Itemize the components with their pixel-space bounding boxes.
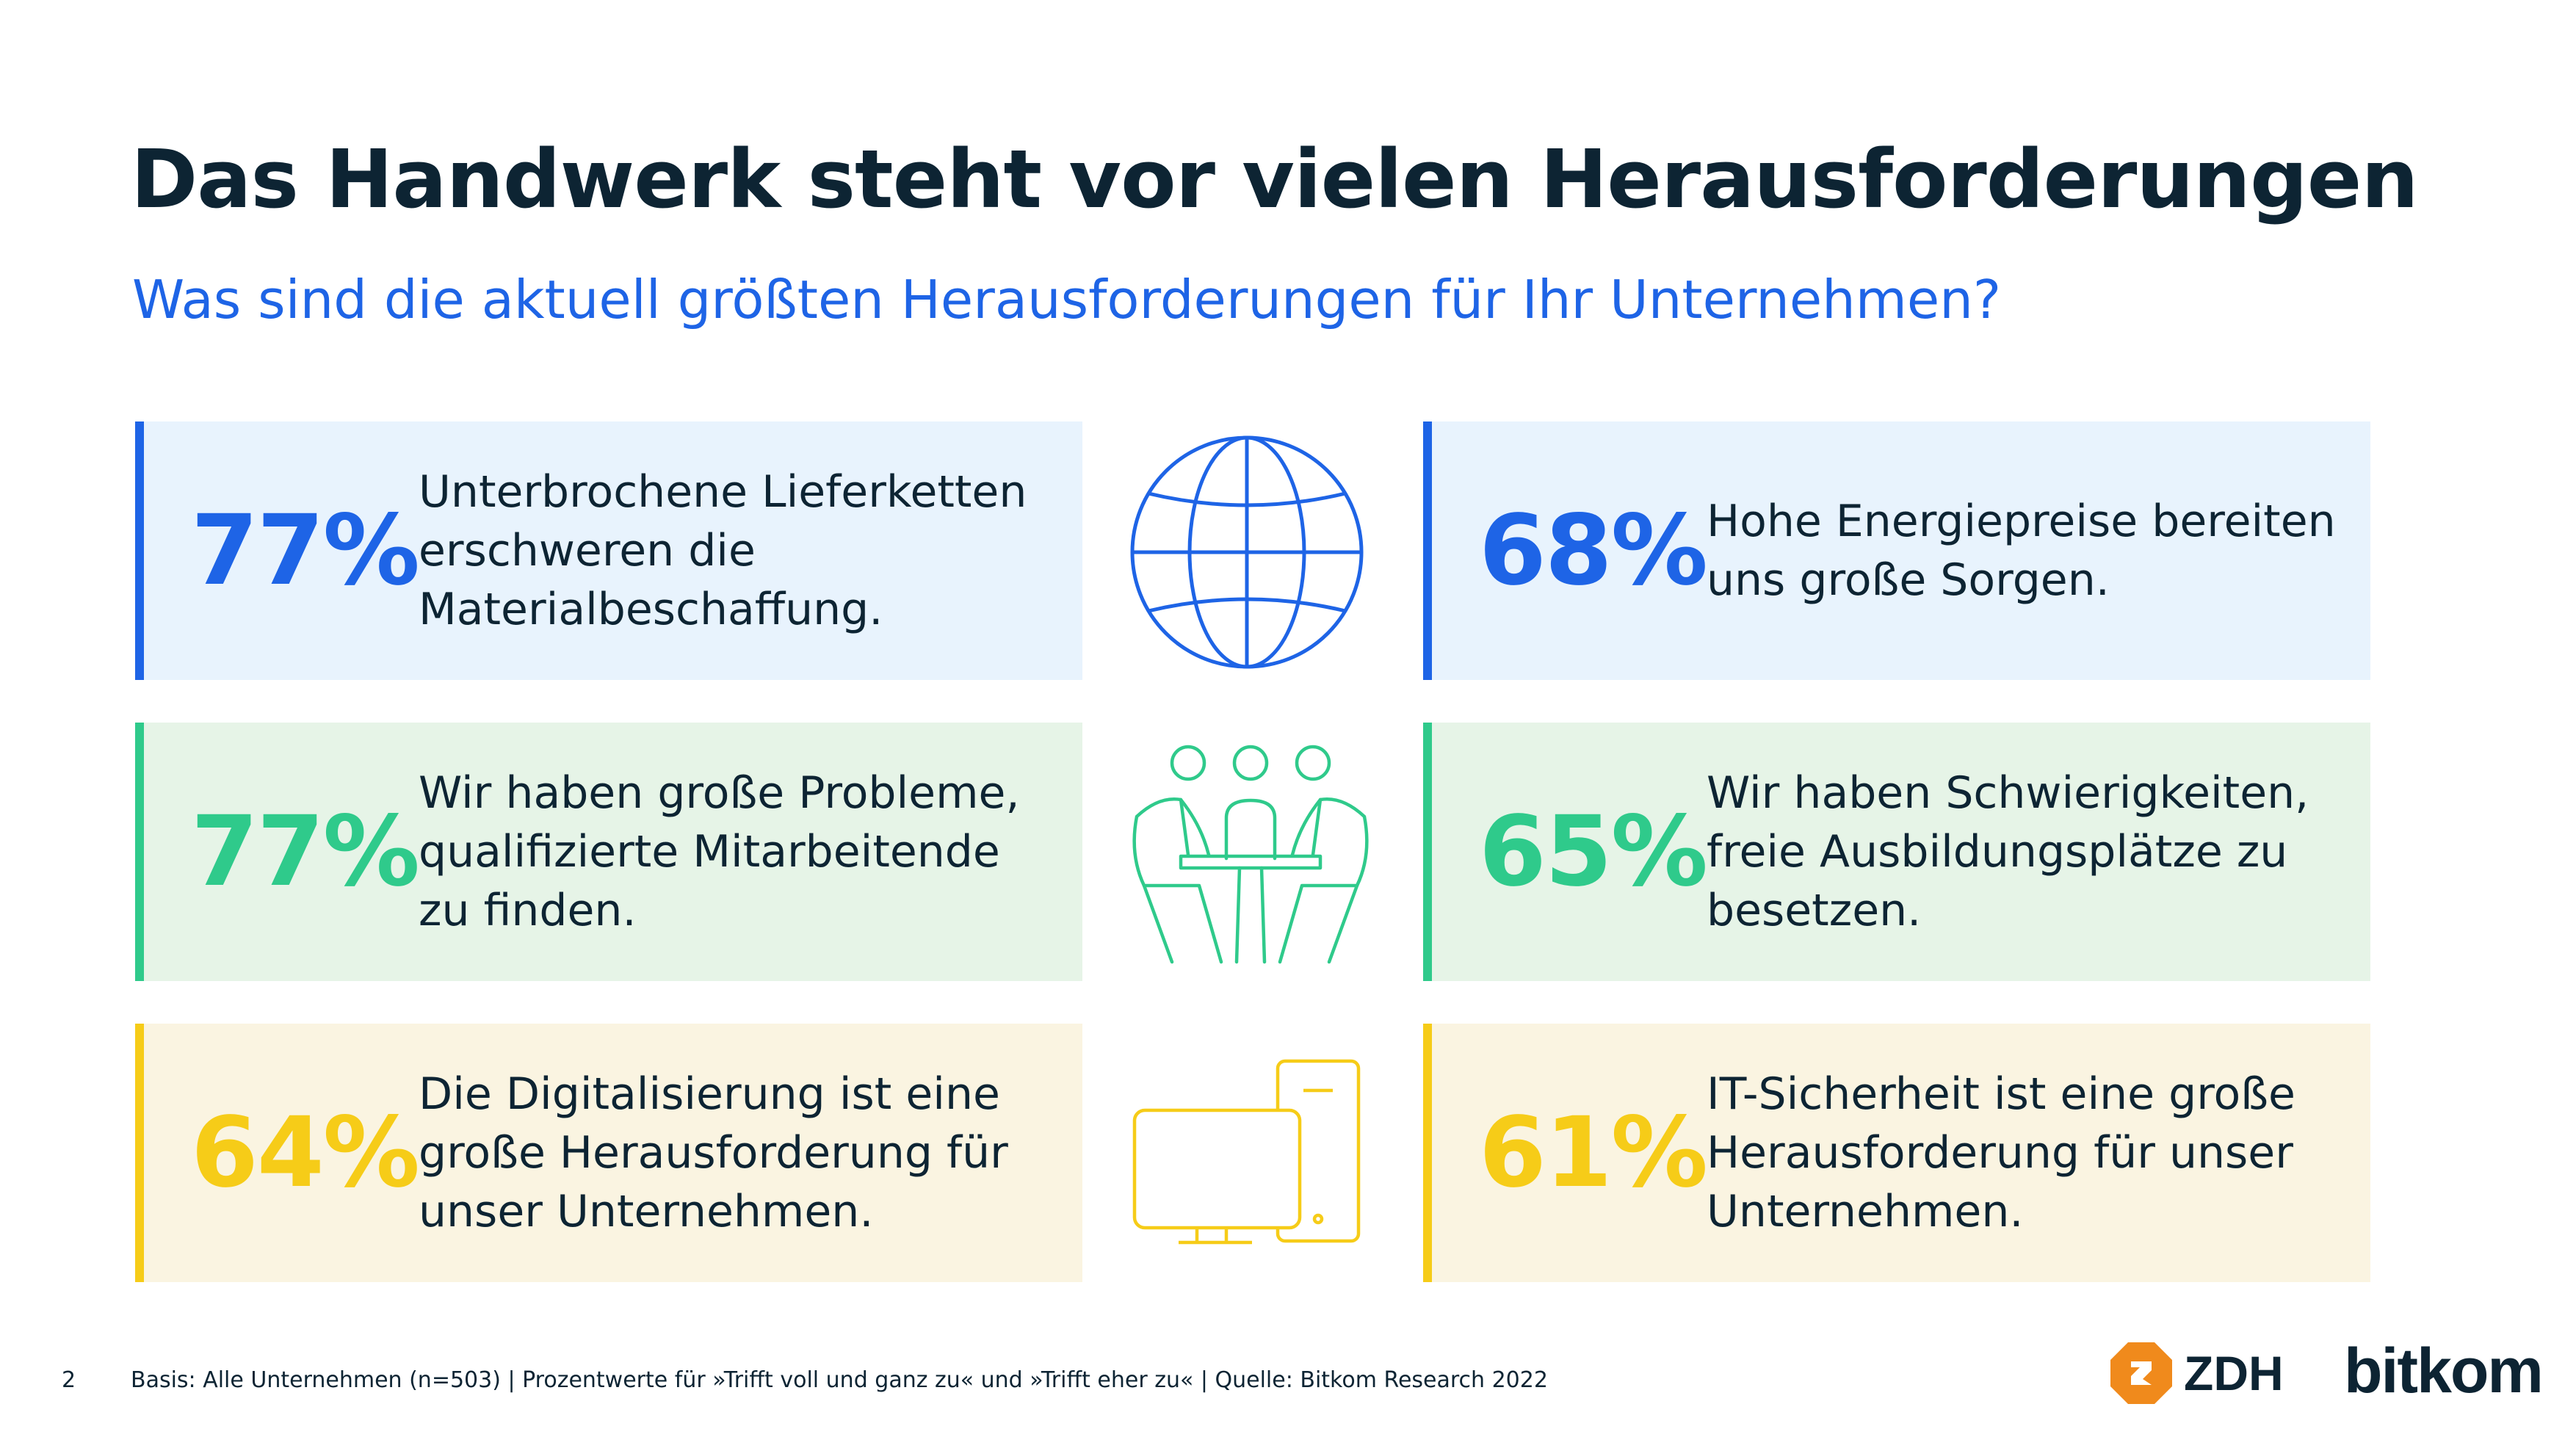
computer-devices-icon <box>1132 1059 1361 1245</box>
bitkom-logo: bitkom <box>2344 1336 2544 1406</box>
stat-card-supply-chains: 77% Unterbrochene Lieferketten erschwere… <box>135 421 1082 680</box>
source-note: Basis: Alle Unternehmen (n=503) | Prozen… <box>131 1367 1548 1393</box>
team-meeting-icon <box>1132 745 1369 964</box>
stat-percent: 64% <box>191 1096 420 1209</box>
stat-card-skilled-workers: 77% Wir haben große Probleme, qualifizie… <box>135 723 1082 981</box>
page-number: 2 <box>62 1367 76 1393</box>
zdh-logo: ZDH <box>2109 1338 2284 1408</box>
zdh-logo-text: ZDH <box>2184 1346 2284 1400</box>
stat-text: Wir haben große Probleme, qualifizierte … <box>419 767 1020 936</box>
stat-text: Unterbrochene Lieferketten erschweren di… <box>419 466 1027 635</box>
stat-percent: 65% <box>1479 795 1708 908</box>
zdh-mark-icon <box>2110 1342 2172 1404</box>
globe-icon <box>1130 435 1364 669</box>
stat-card-energy-prices: 68% Hohe Energiepreise bereiten uns groß… <box>1423 421 2370 680</box>
stat-card-digitalization: 64% Die Digitalisierung ist eine große H… <box>135 1024 1082 1282</box>
stat-card-apprenticeships: 65% Wir haben Schwierigkeiten, freie Aus… <box>1423 723 2370 981</box>
stat-card-it-security: 61% IT-Sicherheit ist eine große Herausf… <box>1423 1024 2370 1282</box>
stat-percent: 68% <box>1479 494 1708 607</box>
stat-percent: 77% <box>191 494 420 607</box>
page-subtitle: Was sind die aktuell größten Herausforde… <box>132 269 2002 330</box>
stat-text: Hohe Energiepreise bereiten uns große So… <box>1707 496 2336 606</box>
stat-percent: 77% <box>191 795 420 908</box>
stat-text: Die Digitalisierung ist eine große Herau… <box>419 1068 1008 1237</box>
stat-text: Wir haben Schwierigkeiten, freie Ausbild… <box>1707 767 2309 936</box>
stat-percent: 61% <box>1479 1096 1708 1209</box>
stat-text: IT-Sicherheit ist eine große Herausforde… <box>1707 1068 2295 1237</box>
page-title: Das Handwerk steht vor vielen Herausford… <box>131 132 2419 226</box>
